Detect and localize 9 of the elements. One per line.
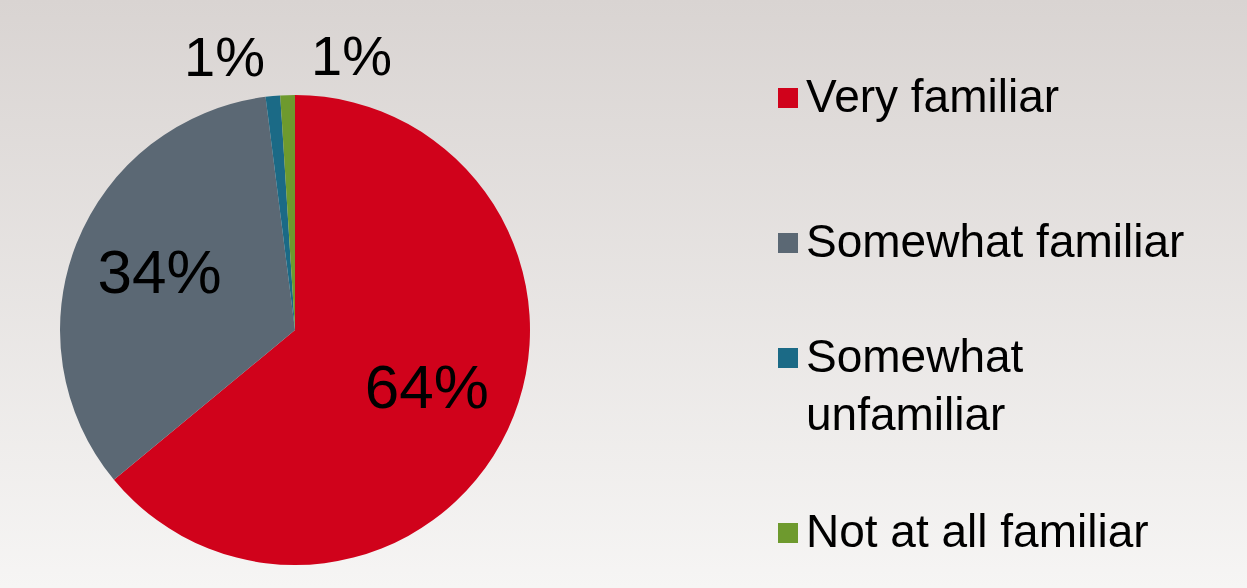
data-label: 34%	[97, 236, 222, 306]
data-label: 64%	[364, 352, 489, 422]
data-label: 1%	[184, 25, 266, 88]
data-label: 1%	[311, 23, 392, 87]
pie-slice	[60, 96, 295, 480]
legend-label: Not at all familiar	[806, 505, 1149, 558]
legend-label: Somewhat familiar	[806, 215, 1185, 268]
legend-label: Somewhat unfamiliar	[806, 330, 1024, 441]
legend-label: Very familiar	[806, 70, 1060, 123]
